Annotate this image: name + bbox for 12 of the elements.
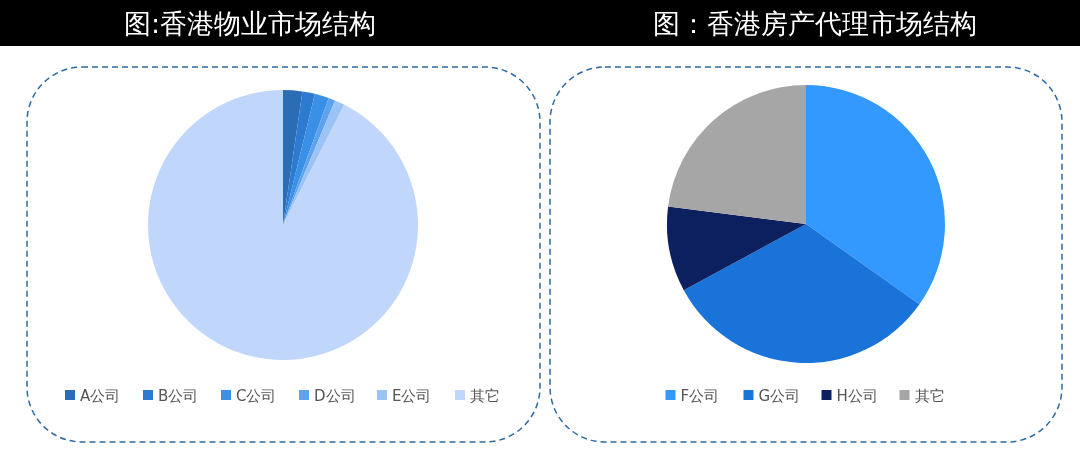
legend-label: F公司 [680, 387, 720, 405]
legend-label: B公司 [158, 387, 199, 405]
legend-label: C公司 [236, 387, 277, 405]
legend-label: 其它 [914, 387, 945, 405]
legend-label: E公司 [392, 387, 432, 405]
legend-label: G公司 [758, 387, 801, 405]
legend-label: 其它 [470, 387, 500, 405]
chart-title: 图:香港物业市场结构 [123, 8, 377, 39]
legend-label: D公司 [314, 387, 356, 405]
legend-label: H公司 [836, 387, 878, 405]
legend-label: A公司 [80, 387, 121, 405]
chart-title: 图：香港房产代理市场结构 [653, 8, 977, 39]
